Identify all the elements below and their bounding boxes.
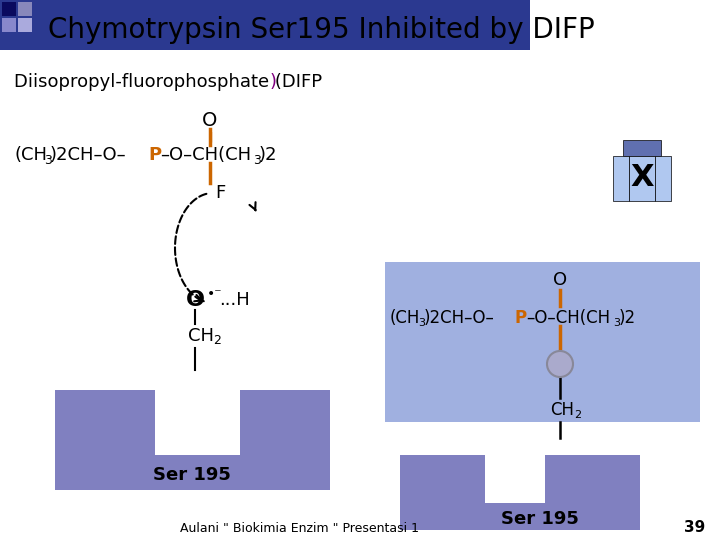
Text: O: O [186, 290, 204, 310]
Text: ): ) [270, 73, 277, 91]
Bar [385, 262, 700, 422]
Text: ‖: ‖ [557, 293, 562, 303]
Text: ...H: ...H [219, 291, 250, 309]
Bar [18, 18, 32, 32]
Text: –O–CH(CH: –O–CH(CH [526, 309, 610, 327]
Text: ‖: ‖ [207, 132, 212, 142]
Text: (CH: (CH [390, 309, 420, 327]
Text: P: P [514, 309, 526, 327]
Bar [2, 2, 16, 16]
Bar [400, 503, 640, 530]
Circle shape [547, 351, 573, 377]
Text: O: O [553, 271, 567, 289]
Text: 3: 3 [418, 318, 425, 328]
Bar [155, 390, 240, 455]
Text: 3: 3 [44, 153, 52, 166]
Bar [623, 140, 661, 156]
Bar [545, 455, 640, 530]
Text: 2: 2 [213, 334, 221, 348]
Text: CH: CH [550, 401, 574, 419]
Bar [18, 2, 32, 16]
Text: 2: 2 [574, 410, 581, 420]
Bar [613, 156, 629, 201]
Text: Chymotrypsin Ser195 Inhibited by DIFP: Chymotrypsin Ser195 Inhibited by DIFP [48, 16, 595, 44]
Text: )2CH–O–: )2CH–O– [424, 309, 495, 327]
Bar [55, 390, 155, 490]
Text: )2: )2 [619, 309, 636, 327]
Bar [0, 0, 530, 50]
Bar [2, 18, 16, 32]
Text: Ser 195: Ser 195 [501, 510, 579, 528]
Text: P: P [148, 146, 161, 164]
Text: CH: CH [188, 327, 214, 345]
Text: )2CH–O–: )2CH–O– [50, 146, 127, 164]
Bar [655, 156, 671, 201]
Text: Ser 195: Ser 195 [153, 466, 231, 484]
Text: 39: 39 [685, 521, 706, 536]
Text: X: X [630, 164, 654, 192]
Text: Aulani " Biokimia Enzim " Presentasi 1: Aulani " Biokimia Enzim " Presentasi 1 [181, 522, 420, 535]
Text: Diisopropyl-fluorophosphate (DIFP: Diisopropyl-fluorophosphate (DIFP [14, 73, 322, 91]
Text: –O–CH(CH: –O–CH(CH [160, 146, 251, 164]
Bar [629, 156, 655, 201]
Bar [240, 390, 330, 490]
Text: 3: 3 [613, 318, 620, 328]
Text: (CH: (CH [15, 146, 48, 164]
Text: 3: 3 [253, 153, 261, 166]
Bar [55, 455, 330, 490]
Text: O: O [202, 111, 217, 130]
Text: )2: )2 [259, 146, 277, 164]
Bar [400, 455, 485, 530]
Text: •⁻: •⁻ [207, 287, 222, 301]
Bar [485, 455, 545, 503]
Text: F: F [215, 184, 225, 202]
